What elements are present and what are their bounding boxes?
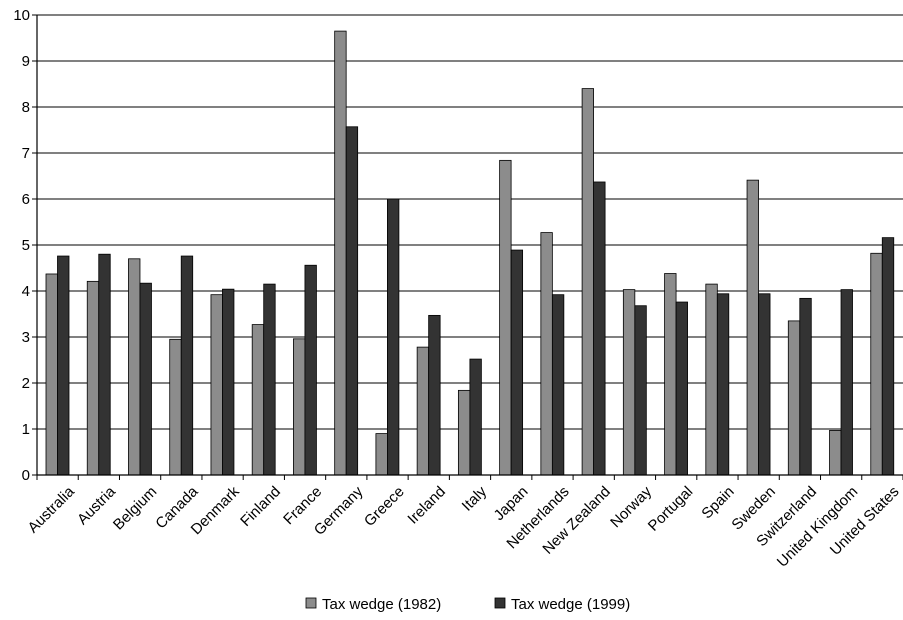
bar-1999 xyxy=(304,264,317,476)
x-tick-label: Greece xyxy=(361,483,408,530)
x-tick-label: Ireland xyxy=(404,483,448,527)
y-tick-label: 6 xyxy=(22,191,30,208)
bar-1982 xyxy=(705,283,718,476)
legend-swatch-1999 xyxy=(494,597,506,609)
bar-1982 xyxy=(416,346,430,476)
x-tick-label: Finland xyxy=(237,483,284,530)
bar-1999 xyxy=(428,314,441,476)
bar-1999 xyxy=(510,249,524,476)
bar-1982 xyxy=(540,232,553,476)
x-tick-labels: AustraliaAustriaBelgiumCanadaDenmarkFinl… xyxy=(25,475,903,571)
bar-1982 xyxy=(870,252,883,476)
bar-1982 xyxy=(86,280,100,476)
bar-1982 xyxy=(128,258,141,476)
bar-1982 xyxy=(829,429,842,476)
y-tick-label: 7 xyxy=(22,145,30,162)
legend-label-1982: Tax wedge (1982) xyxy=(322,596,441,613)
y-tick-label: 9 xyxy=(22,53,30,70)
y-tick-label: 8 xyxy=(22,99,30,116)
bar-1982 xyxy=(334,30,347,476)
bar-1999 xyxy=(675,301,688,476)
bar-1982 xyxy=(787,320,801,476)
y-tick-label: 2 xyxy=(22,375,30,392)
bar-1999 xyxy=(716,293,730,476)
bar-1999 xyxy=(222,288,235,476)
bar-1982 xyxy=(746,179,759,476)
bar-1999 xyxy=(98,253,111,476)
bar-1999 xyxy=(593,181,606,476)
bar-1999 xyxy=(57,255,70,476)
legend-label-1999: Tax wedge (1999) xyxy=(511,596,630,613)
bar-1982 xyxy=(45,273,58,476)
bar-1982 xyxy=(457,389,471,476)
x-tick-label: Italy xyxy=(459,483,491,515)
legend-swatch-1982 xyxy=(305,597,317,609)
bar-1999 xyxy=(634,305,647,476)
y-tick-label: 1 xyxy=(22,421,30,438)
bar-1982 xyxy=(210,294,223,476)
x-tick-label: Portugal xyxy=(645,483,697,535)
bar-1982 xyxy=(664,273,677,476)
y-tick-label: 4 xyxy=(22,283,30,300)
bar-1999 xyxy=(881,237,895,476)
legend: Tax wedge (1982) Tax wedge (1999) xyxy=(305,596,630,613)
bar-1999 xyxy=(840,289,853,476)
x-tick-label: Australia xyxy=(25,483,79,537)
bar-1999 xyxy=(139,282,152,476)
bar-1999 xyxy=(758,293,771,476)
bar-1982 xyxy=(251,324,265,476)
bar-1999 xyxy=(551,294,565,476)
bar-1999 xyxy=(799,297,812,476)
y-tick-label: 5 xyxy=(22,237,30,254)
y-tick-label: 3 xyxy=(22,329,30,346)
bar-1982 xyxy=(499,159,512,476)
bar-1999 xyxy=(469,358,482,476)
bar-1999 xyxy=(180,255,194,476)
bar-1982 xyxy=(293,338,306,476)
y-tick-label: 0 xyxy=(22,467,30,484)
bar-1982 xyxy=(169,338,182,476)
bar-1982 xyxy=(375,433,388,476)
bar-1982 xyxy=(622,289,636,476)
y-tick-label: 10 xyxy=(13,7,30,24)
bar-1999 xyxy=(345,126,359,476)
bar-1982 xyxy=(581,88,594,476)
bars xyxy=(45,30,895,476)
bar-1999 xyxy=(263,283,276,476)
bar-1999 xyxy=(387,198,400,476)
y-tick-labels: 0 1 2 3 4 5 6 7 8 9 10 xyxy=(13,7,37,484)
x-tick-label: Belgium xyxy=(110,483,160,533)
x-tick-label: Spain xyxy=(698,483,737,522)
